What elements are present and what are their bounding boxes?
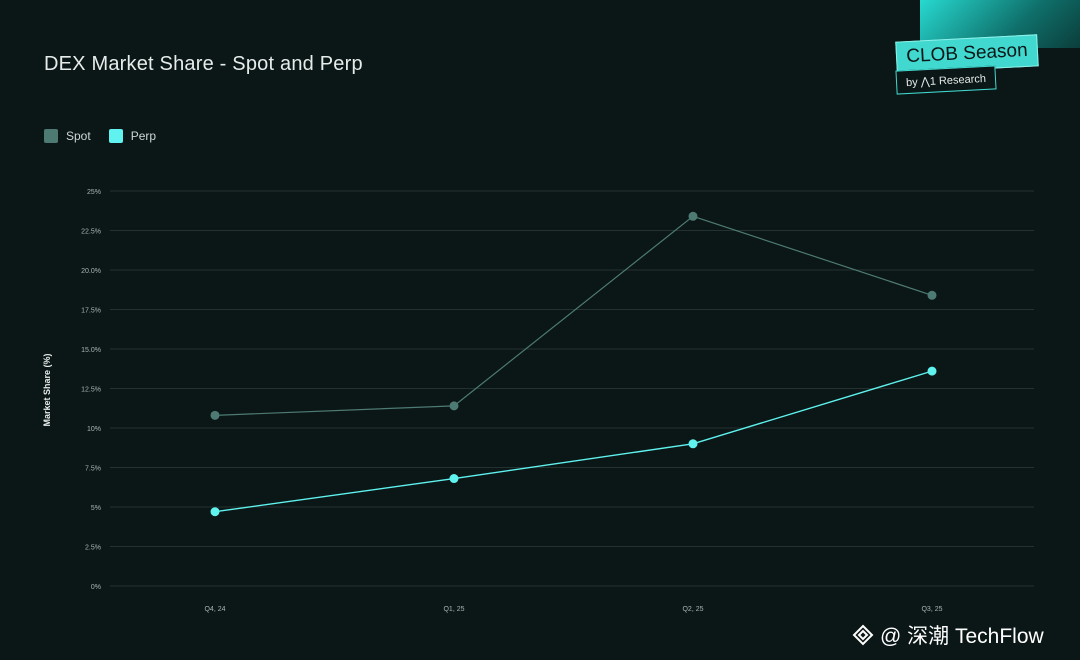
chart-title: DEX Market Share - Spot and Perp bbox=[44, 53, 363, 75]
y-tick-label: 0% bbox=[91, 584, 101, 591]
series-line-spot bbox=[214, 215, 933, 416]
legend-item-spot: Spot bbox=[44, 129, 91, 143]
data-point-spot[interactable] bbox=[449, 401, 459, 411]
y-tick-label: 25% bbox=[87, 189, 101, 196]
series-line-perp bbox=[214, 370, 933, 513]
data-point-spot[interactable] bbox=[688, 211, 698, 221]
legend-swatch-perp bbox=[108, 129, 123, 143]
data-point-perp[interactable] bbox=[210, 507, 220, 517]
y-tick-label: 10% bbox=[87, 426, 101, 433]
legend: Spot Perp bbox=[44, 129, 174, 143]
x-tick-label: Q3, 25 bbox=[921, 606, 942, 613]
y-tick-label: 22.5% bbox=[81, 229, 101, 236]
data-point-perp[interactable] bbox=[688, 439, 698, 449]
y-tick-labels: 0% 2.5% 5% 7.5% 10% 12.5% 15.0% 17.5% 20.0% 22.5%… bbox=[81, 189, 101, 591]
y-tick-label: 20.0% bbox=[81, 268, 101, 275]
y-tick-label: 17.5% bbox=[81, 308, 101, 315]
y-axis-label: Market Share (%) bbox=[42, 353, 52, 426]
y-tick-label: 5% bbox=[91, 505, 101, 512]
y-tick-label: 12.5% bbox=[81, 387, 101, 394]
x-tick-label: Q4, 24 bbox=[204, 606, 225, 613]
series-lines bbox=[214, 215, 933, 513]
x-tick-label: Q1, 25 bbox=[443, 606, 464, 613]
watermark-text: @ 深潮 TechFlow bbox=[880, 625, 1044, 648]
series-points bbox=[210, 211, 937, 517]
techflow-logo-icon bbox=[852, 624, 874, 646]
grid-lines bbox=[110, 190, 1034, 587]
x-tick-label: Q2, 25 bbox=[682, 606, 703, 613]
watermark: @ 深潮 TechFlow bbox=[852, 620, 1044, 650]
data-point-perp[interactable] bbox=[449, 474, 459, 484]
y-tick-label: 2.5% bbox=[85, 545, 101, 552]
legend-label-perp: Perp bbox=[130, 129, 157, 143]
data-point-perp[interactable] bbox=[927, 366, 937, 376]
legend-swatch-spot bbox=[44, 129, 58, 143]
y-tick-label: 7.5% bbox=[85, 466, 101, 473]
x-tick-labels: Q4, 24 Q1, 25 Q2, 25 Q3, 25 bbox=[204, 606, 942, 613]
legend-item-perp: Perp bbox=[108, 129, 157, 143]
data-point-spot[interactable] bbox=[210, 410, 220, 420]
data-point-spot[interactable] bbox=[927, 290, 937, 300]
legend-label-spot: Spot bbox=[66, 129, 91, 143]
y-tick-label: 15.0% bbox=[81, 347, 101, 354]
